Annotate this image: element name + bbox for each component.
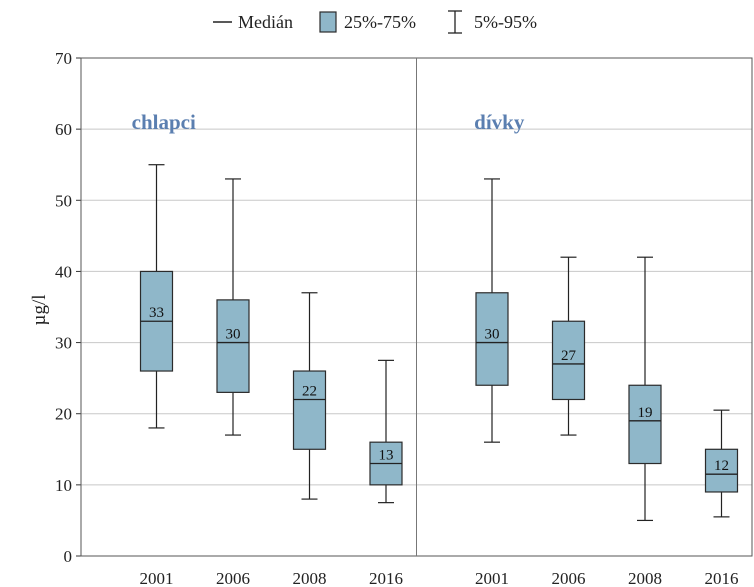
x-tick-label: 2006 (552, 569, 586, 587)
y-tick-label: 40 (55, 262, 72, 281)
legend-box-label: 25%-75% (344, 12, 416, 32)
panel-title: chlapci (132, 110, 196, 134)
legend: Medián 25%-75% 5%-95% (213, 10, 537, 34)
legend-box-symbol (319, 11, 337, 33)
x-tick-label: 2016 (705, 569, 739, 587)
legend-median-label: Medián (238, 12, 293, 32)
box-iqr (704, 448, 739, 493)
median-value-label: 13 (379, 448, 394, 464)
legend-whisker-label: 5%-95% (474, 12, 537, 32)
box-iqr (551, 320, 586, 401)
box-iqr (292, 370, 327, 450)
median-value-label: 30 (226, 327, 241, 343)
box-iqr (475, 292, 509, 386)
y-tick-label: 30 (55, 334, 72, 353)
x-tick-label: 2016 (369, 569, 403, 587)
y-axis-label: µg/l (29, 294, 50, 325)
x-tick-label: 2008 (293, 569, 327, 587)
x-tick-label: 2001 (140, 569, 174, 587)
y-tick-label: 50 (55, 191, 72, 210)
y-tick-label: 10 (55, 476, 72, 495)
y-tick-label: 0 (64, 547, 73, 566)
median-value-label: 12 (714, 458, 729, 474)
panel-title: dívky (474, 110, 525, 134)
x-tick-label: 2001 (475, 569, 509, 587)
box-iqr (216, 299, 250, 393)
y-tick-label: 20 (55, 405, 72, 424)
x-tick-label: 2008 (628, 569, 662, 587)
legend-whisker-symbol (448, 10, 462, 34)
median-value-label: 27 (561, 348, 577, 364)
plot-area: 0 10 20 30 40 50 60 70 chlapci 33 2001 30 2006 22 2008… (55, 49, 753, 587)
y-tick-label: 60 (55, 120, 72, 139)
median-value-label: 19 (638, 405, 653, 421)
y-tick-label: 70 (55, 49, 72, 68)
box-iqr (628, 384, 662, 465)
median-value-label: 22 (302, 383, 317, 399)
median-value-label: 30 (485, 327, 500, 343)
x-tick-label: 2006 (216, 569, 250, 587)
median-value-label: 33 (149, 305, 164, 321)
